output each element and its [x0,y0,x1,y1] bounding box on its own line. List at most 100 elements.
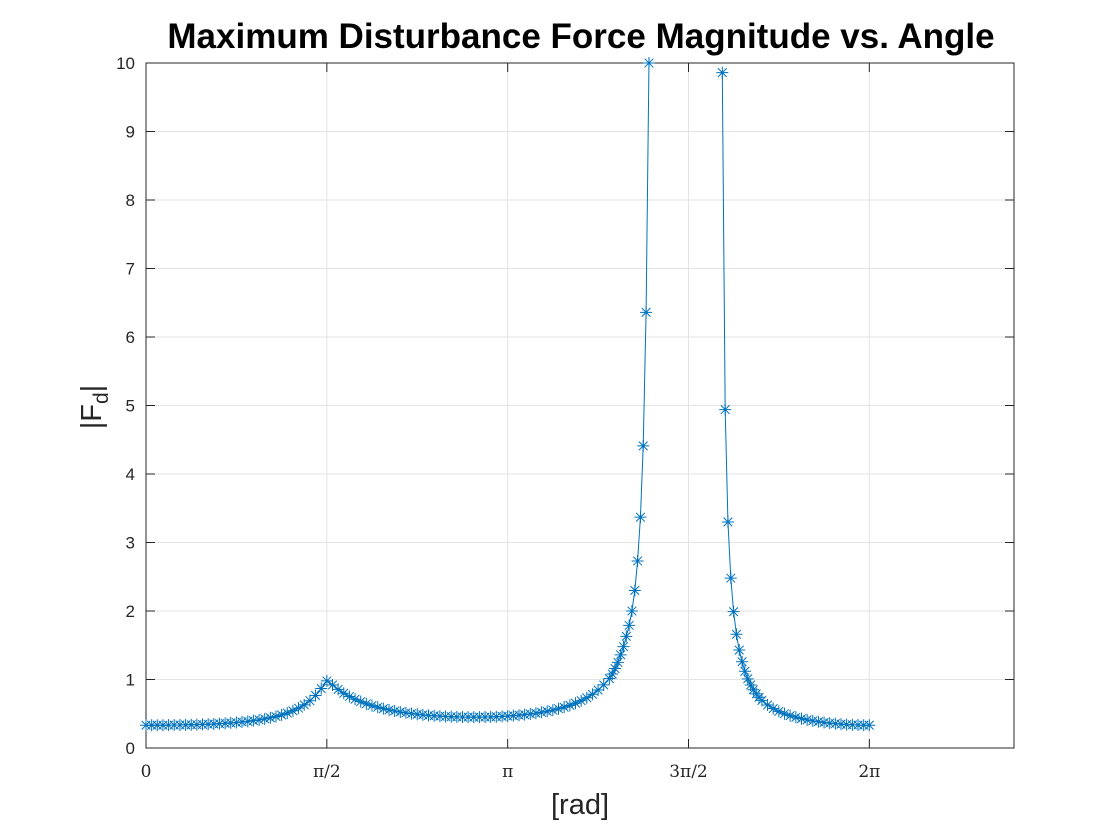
y-axis-label-subscript: d [90,392,113,404]
y-tick-label: 5 [126,397,135,416]
data-point-marker [580,691,593,704]
data-point-marker [326,678,339,691]
x-tick-label: π [502,762,513,782]
data-point-marker [258,712,271,725]
data-point-marker [575,694,588,707]
data-point-marker [535,706,548,719]
x-axis-label: [rad] [551,789,609,821]
data-point-marker [730,628,743,641]
data-point-marker [721,515,734,528]
data-point-marker [343,690,356,703]
series-line [146,62,650,726]
data-point-marker [552,702,565,715]
data-point-marker [292,702,305,715]
data-point-marker [719,403,732,416]
data-point-marker [628,584,641,597]
data-point-marker [592,684,605,697]
data-point-marker [611,656,624,669]
data-point-marker [597,678,610,691]
ticks: 0 π/2 π 3π/2 2π 0 1 2 3 4 5 6 7 8 9 10 [116,54,1014,782]
data-point-marker [247,714,260,727]
data-point-marker [634,511,647,524]
data-point-marker [863,719,876,732]
data-point-marker [637,439,650,452]
data-point-marker [558,701,571,714]
data-point-marker [512,709,525,722]
data-point-marker [614,648,627,661]
y-tick-label: 10 [116,54,135,73]
y-tick-label: 8 [126,191,135,210]
y-tick-label: 9 [126,123,135,142]
data-point-marker [563,699,576,712]
data-point-marker [529,707,542,720]
x-tick-label: 3π/2 [669,762,708,782]
x-tick-label: 0 [141,762,152,782]
data-point-marker [603,672,616,685]
data-point-marker [411,708,424,721]
data-point-marker [349,693,362,706]
data-point-marker [733,644,746,657]
data-point-marker [755,694,768,707]
data-point-marker [812,715,825,728]
y-tick-label: 3 [126,534,135,553]
data-point-marker [315,682,328,695]
data-point-marker [371,701,384,714]
data-point-marker [778,707,791,720]
data-point-marker [724,572,737,585]
data-point-marker [738,665,751,678]
grid [146,63,1014,748]
data-point-marker [609,662,622,675]
data-point-marker [546,704,559,717]
data-point-marker [388,705,401,718]
data-point-marker [275,708,288,721]
data-point-marker [365,699,378,712]
data-point-marker [303,694,316,707]
data-point-marker [399,706,412,719]
data-point-marker [230,716,243,729]
data-point-marker [761,698,774,711]
data-point-marker [642,57,655,69]
data-point-marker [309,689,322,702]
data-point-marker [606,668,619,681]
data-point-marker [818,716,831,729]
data-point-marker [623,619,636,632]
data-point-marker [405,707,418,720]
data-point-marker [617,640,630,653]
y-tick-label: 4 [126,465,135,484]
data-point-marker [795,712,808,725]
data-point-marker [789,711,802,724]
y-axis-label-end: | [76,385,108,393]
data-point-marker [806,714,819,727]
series-line [721,72,870,726]
data-point-marker [620,630,633,643]
series-layer [140,57,876,732]
data-point-marker [625,605,638,617]
data-point-marker [337,687,350,700]
data-point-marker [332,683,345,696]
data-point-marker [354,695,367,708]
y-axis-label: |Fd| [76,385,113,429]
data-point-marker [416,708,429,721]
x-tick-label: 2π [858,762,880,782]
data-point-marker [741,672,754,685]
data-point-marker [253,713,266,726]
data-point-marker [569,697,582,710]
data-point-marker [767,702,780,715]
data-point-marker [286,704,299,717]
data-point-marker [394,705,407,718]
y-tick-label: 1 [126,671,135,690]
data-point-marker [383,703,396,716]
data-point-marker [236,715,249,728]
data-point-marker [772,705,785,718]
data-point-marker [241,715,254,728]
y-axis-label-main: |F [76,404,108,429]
x-tick-label: π/2 [313,762,341,782]
data-point-marker [716,66,729,79]
data-point-marker [298,698,311,711]
data-point-marker [264,711,277,724]
chart-title: Maximum Disturbance Force Magnitude vs. … [167,17,994,56]
data-point-marker [747,683,760,696]
data-point-marker [801,713,814,726]
y-tick-label: 0 [126,739,135,758]
